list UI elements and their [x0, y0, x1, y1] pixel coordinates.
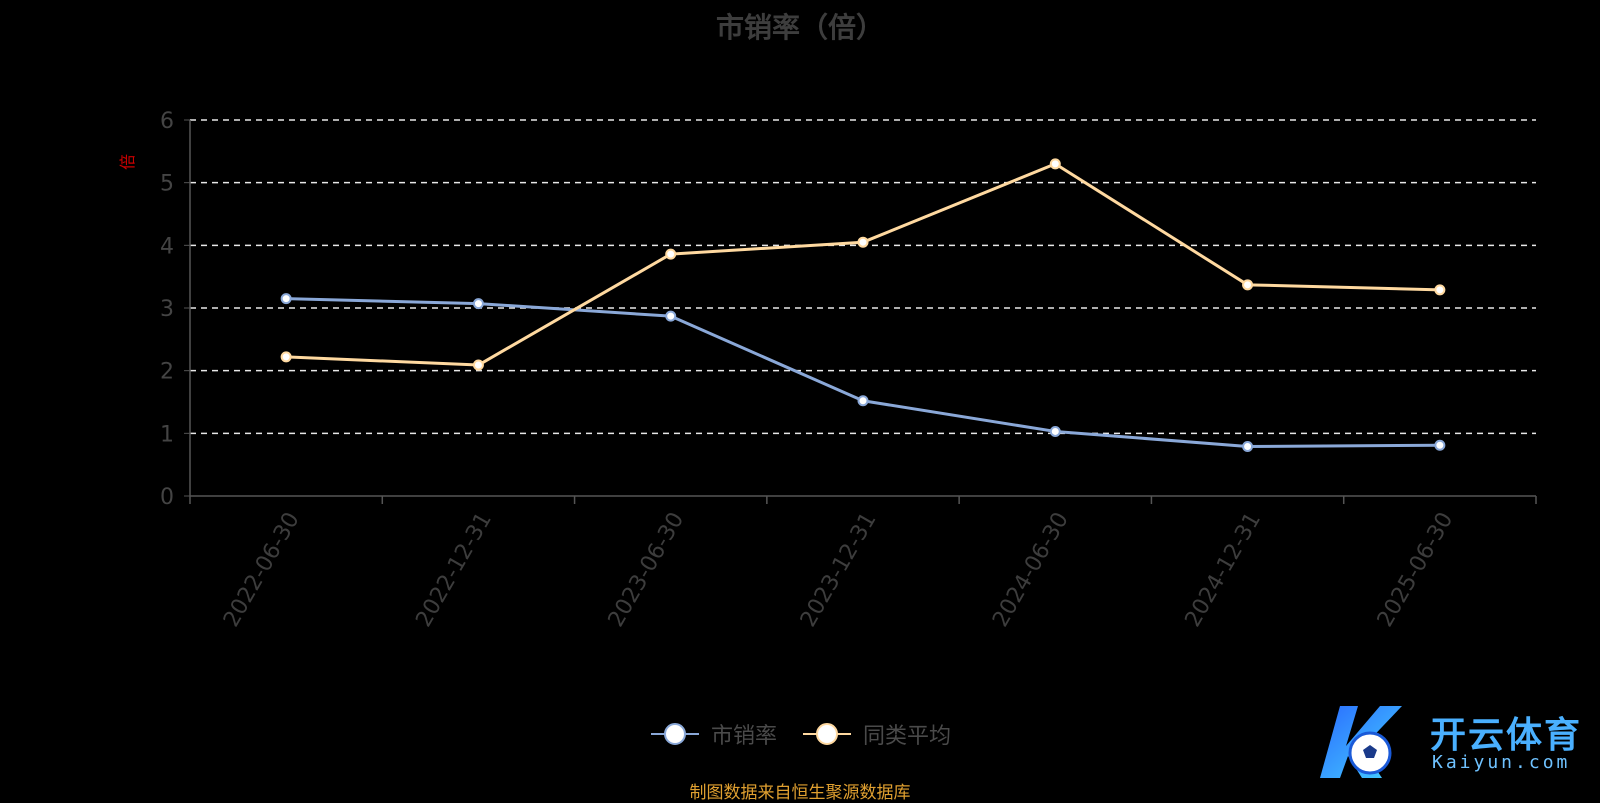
series-line-2 — [286, 162, 1440, 367]
x-tick-label: 2023-06-30 — [604, 508, 690, 631]
legend-item-series-1[interactable]: 市销率 — [649, 718, 777, 750]
legend-item-series-2[interactable]: 同类平均 — [801, 718, 951, 750]
y-tick-label: 3 — [160, 297, 174, 322]
legend-marker-series-1 — [650, 723, 699, 745]
y-tick-label: 1 — [160, 422, 174, 447]
y-tick-label: 2 — [160, 360, 174, 385]
data-point — [857, 236, 869, 248]
data-point — [472, 359, 484, 371]
data-point — [280, 351, 292, 363]
data-point — [1434, 284, 1446, 296]
data-source-note: 制图数据来自恒生聚源数据库 — [689, 783, 911, 803]
data-point — [472, 298, 484, 310]
watermark-text-en: Kaiyun.com — [1432, 752, 1571, 773]
data-point — [1049, 158, 1061, 170]
watermark-logo: 开云体育 Kaiyun.com — [1310, 698, 1590, 788]
y-tick-label: 4 — [160, 234, 174, 259]
x-tick-label: 2024-06-30 — [988, 508, 1074, 631]
chart-title: 市销率（倍） — [715, 11, 884, 44]
x-tick-label: 2023-12-31 — [796, 508, 882, 631]
x-tick-label: 2025-06-30 — [1373, 508, 1459, 631]
y-tick-label: 0 — [160, 485, 174, 510]
x-tick-label: 2022-06-30 — [219, 508, 305, 631]
soccer-ball-logo-icon — [1320, 706, 1402, 778]
data-point — [857, 395, 869, 407]
data-point — [665, 248, 677, 260]
legend-marker-series-2 — [803, 723, 851, 745]
x-tick-label: 2024-12-31 — [1181, 508, 1267, 631]
y-tick-label: 6 — [160, 109, 174, 134]
x-tick-label: 2022-12-31 — [411, 508, 497, 631]
data-point — [1049, 425, 1061, 437]
legend-label-series-1: 市销率 — [710, 724, 777, 749]
legend: 市销率 同类平均 — [0, 718, 1600, 750]
data-point — [1242, 279, 1254, 291]
data-point — [1242, 440, 1254, 452]
data-point — [1434, 439, 1446, 451]
y-tick-label: 5 — [160, 172, 174, 197]
watermark-text-cn: 开云体育 — [1430, 715, 1583, 756]
data-point — [280, 293, 292, 305]
legend-label-series-2: 同类平均 — [863, 724, 952, 749]
data-point — [665, 310, 677, 322]
series-line-1 — [286, 297, 1440, 448]
